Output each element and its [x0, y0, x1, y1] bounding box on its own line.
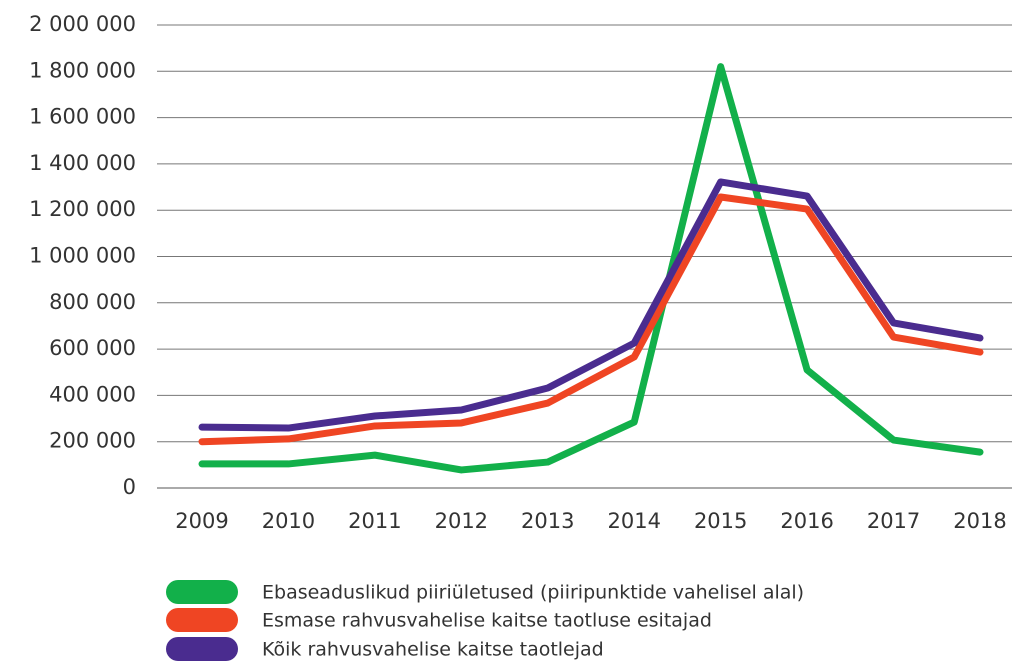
x-tick-label: 2010 — [262, 509, 315, 533]
series-line — [198, 178, 984, 432]
x-tick-label: 2016 — [780, 509, 833, 533]
x-tick-label: 2017 — [867, 509, 920, 533]
x-tick-label: 2018 — [953, 509, 1006, 533]
y-tick-label: 1 000 000 — [29, 244, 136, 268]
legend-label: Ebaseaduslikud piiriületused (piiripunkt… — [262, 582, 804, 604]
x-tick-label: 2013 — [521, 509, 574, 533]
y-tick-label: 0 — [123, 475, 136, 499]
legend-swatch — [166, 580, 238, 604]
y-tick-label: 200 000 — [49, 429, 136, 453]
series-line — [198, 63, 984, 474]
legend-swatch — [166, 608, 238, 632]
y-tick-label: 600 000 — [49, 336, 136, 360]
legend-label: Kõik rahvusvahelise kaitse taotlejad — [262, 639, 604, 661]
y-tick-label: 800 000 — [49, 290, 136, 314]
y-tick-label: 400 000 — [49, 382, 136, 406]
x-tick-label: 2014 — [607, 509, 660, 533]
legend-label: Esmase rahvusvahelise kaitse taotluse es… — [262, 610, 712, 632]
y-tick-label: 1 600 000 — [29, 105, 136, 129]
legend-swatch — [166, 637, 238, 661]
y-tick-label: 1 400 000 — [29, 151, 136, 175]
series-line — [198, 193, 984, 446]
y-tick-label: 1 800 000 — [29, 58, 136, 82]
x-tick-label: 2009 — [175, 509, 228, 533]
x-tick-label: 2011 — [348, 509, 401, 533]
y-tick-label: 2 000 000 — [29, 12, 136, 36]
x-tick-label: 2015 — [694, 509, 747, 533]
y-tick-label: 1 200 000 — [29, 197, 136, 221]
x-tick-label: 2012 — [435, 509, 488, 533]
